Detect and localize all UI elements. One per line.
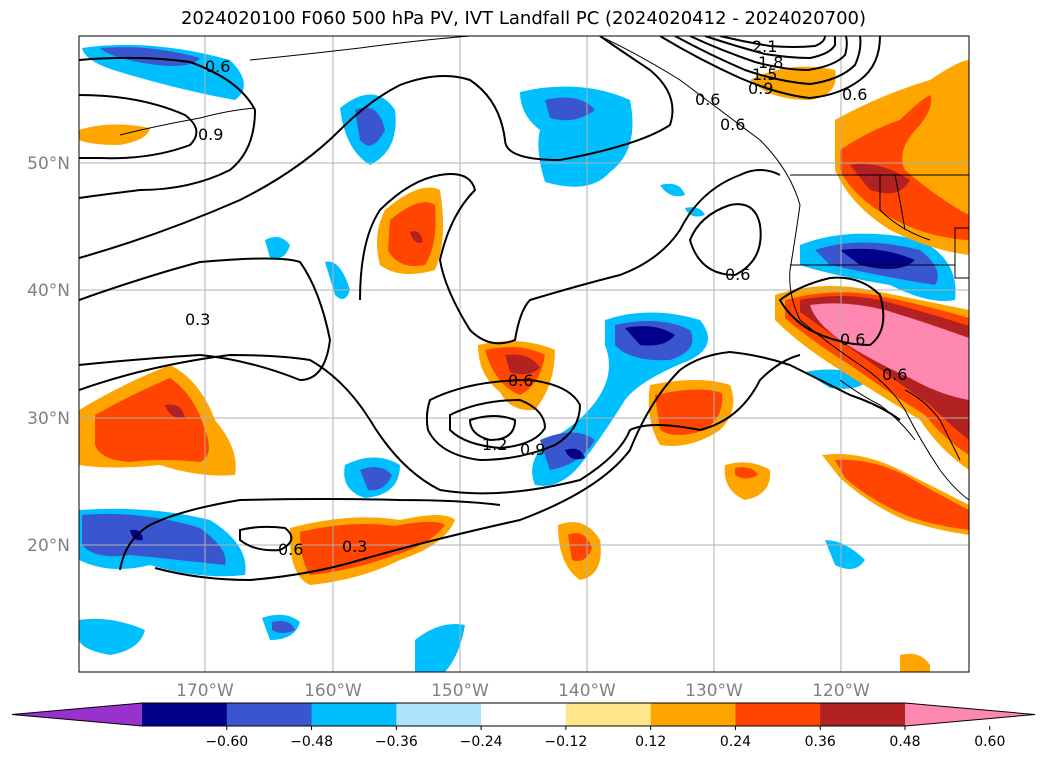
map-frame	[78, 35, 970, 673]
lon-label-140w: 140°W	[558, 681, 616, 701]
contour-label: 0.3	[342, 537, 367, 556]
contour-label: 0.6	[840, 330, 865, 349]
contour-label: 1.8	[758, 53, 783, 72]
colorbar-tick-label: −0.12	[544, 734, 587, 750]
lon-label-130w: 130°W	[685, 681, 743, 701]
colorbar-segment	[311, 703, 397, 726]
lat-label-40n: 40°N	[27, 281, 70, 301]
contour-label: 1.5	[752, 65, 777, 84]
pv-contours	[79, 36, 901, 582]
contour-label: 0.6	[278, 540, 303, 559]
neg-region-north-center	[520, 86, 633, 187]
lat-label-20n: 20°N	[27, 536, 70, 556]
latitude-labels: 50°N 40°N 30°N 20°N	[27, 154, 70, 556]
lon-label-150w: 150°W	[431, 681, 489, 701]
colorbar-tick-label: 0.36	[805, 734, 836, 750]
colorbar-segment	[142, 703, 228, 726]
contour-label: 0.9	[520, 440, 545, 459]
colorbar-segment	[226, 703, 313, 726]
contour-label: 0.6	[720, 115, 745, 134]
colorbar-segment	[820, 703, 906, 726]
lon-label-120w: 120°W	[812, 681, 870, 701]
contour-label: 0.6	[695, 90, 720, 109]
graticule	[79, 36, 969, 672]
colorbar-tick-label: 0.60	[974, 734, 1005, 750]
colorbar-tick-label: 0.48	[889, 734, 920, 750]
colorbar-extend-low	[12, 703, 142, 726]
colorbar-tick-label: −0.24	[460, 734, 503, 750]
colorbar-segment	[650, 703, 736, 726]
contour-label: 0.6	[508, 371, 533, 390]
contour-label: 0.3	[185, 310, 210, 329]
lon-label-170w: 170°W	[176, 681, 234, 701]
lat-label-50n: 50°N	[27, 154, 70, 174]
contour-label: 2.1	[752, 37, 777, 56]
longitude-labels: 170°W 160°W 150°W 140°W 130°W 120°W	[176, 681, 870, 701]
colorbar-extend-high	[905, 703, 1035, 726]
contour-label: 0.9	[748, 79, 773, 98]
contour-label: 0.9	[198, 125, 223, 144]
colorbar-tick-label: −0.36	[375, 734, 418, 750]
colorbar-tick-label: −0.48	[290, 734, 333, 750]
contour-labels: 0.6 0.9 0.3 0.6 0.6 0.6 0.9 1.2 0.6 0.3 …	[185, 37, 907, 559]
colorbar-tick-label: −0.60	[205, 734, 248, 750]
lat-label-30n: 30°N	[27, 409, 70, 429]
colorbar-segment	[396, 703, 482, 726]
colorbar-outline	[11, 702, 1036, 727]
pv-positive-fills	[79, 60, 969, 672]
pos-region-nw-coast	[79, 124, 150, 145]
contour-label: 0.6	[882, 365, 907, 384]
contour-label: 0.6	[725, 265, 750, 284]
colorbar: −0.60 −0.48 −0.36 −0.24 −0.12 0.12 0.24 0.36 0.4…	[11, 702, 1036, 750]
contour-label: 1.2	[482, 435, 507, 454]
colorbar-segment	[735, 703, 821, 726]
coastlines	[119, 36, 969, 501]
contour-label: 0.6	[205, 57, 230, 76]
contour-label: 0.6	[842, 85, 867, 104]
lon-label-160w: 160°W	[304, 681, 362, 701]
colorbar-segment	[481, 703, 567, 726]
map-title: 2024020100 F060 500 hPa PV, IVT Landfall…	[180, 8, 867, 29]
colorbar-tick-label: 0.24	[720, 734, 751, 750]
map-panel: 0.6 0.9 0.3 0.6 0.6 0.6 0.9 1.2 0.6 0.3 …	[78, 35, 970, 673]
colorbar-segment	[565, 703, 652, 726]
colorbar-tick-label: 0.12	[635, 734, 666, 750]
